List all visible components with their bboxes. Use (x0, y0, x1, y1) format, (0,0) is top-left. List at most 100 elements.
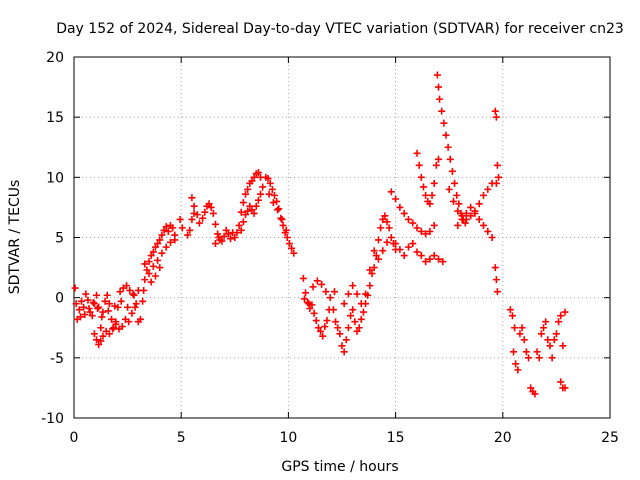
data-point (396, 246, 404, 254)
data-point (112, 320, 120, 328)
data-point (512, 360, 520, 368)
data-point (488, 234, 496, 241)
data-point (326, 294, 334, 302)
data-point (176, 215, 184, 223)
data-point (273, 197, 281, 205)
data-point (336, 330, 344, 338)
data-point (387, 234, 395, 241)
data-point (188, 215, 196, 223)
data-point (140, 286, 148, 294)
data-point (156, 236, 164, 244)
data-point (252, 202, 260, 210)
data-point (274, 206, 282, 214)
tick-labels: 0 5 10 15 20 25 -10 -5 0 5 10 15 20 (41, 50, 619, 446)
data-point (446, 155, 454, 163)
data-point (246, 202, 254, 210)
data-point (322, 288, 330, 296)
data-point (75, 306, 83, 314)
data-point (136, 315, 144, 323)
data-point (426, 255, 434, 263)
data-point (430, 252, 438, 260)
data-point (432, 161, 440, 169)
data-point (334, 324, 342, 332)
data-point (88, 312, 96, 320)
x-axis-label: GPS time / hours (281, 459, 398, 475)
data-point (436, 95, 444, 103)
data-point (239, 218, 247, 226)
data-point (492, 179, 500, 187)
data-point (188, 194, 196, 202)
data-point (400, 209, 408, 217)
data-point (89, 298, 97, 306)
data-point (451, 179, 459, 187)
data-point (147, 278, 155, 286)
data-point (164, 227, 172, 235)
data-point (461, 219, 469, 227)
data-point (154, 256, 162, 264)
data-point (511, 324, 519, 332)
data-point (433, 71, 441, 79)
data-point (125, 318, 133, 326)
data-point (312, 317, 320, 325)
data-point (518, 324, 526, 332)
data-point (209, 209, 217, 217)
data-point (215, 234, 223, 241)
chart-title: Day 152 of 2024, Sidereal Day-to-day VTE… (56, 21, 624, 37)
data-point (224, 230, 232, 238)
data-point (231, 234, 239, 241)
data-point (550, 336, 558, 344)
data-point (453, 191, 461, 199)
data-point (404, 215, 412, 223)
data-point (440, 119, 448, 127)
data-point (269, 199, 277, 207)
data-point (430, 179, 438, 187)
data-point (129, 290, 137, 298)
data-point (332, 318, 340, 326)
data-point (85, 304, 93, 312)
data-point (422, 191, 430, 199)
y-tick-label: 0 (55, 291, 64, 307)
data-point (430, 221, 438, 229)
data-point (318, 280, 326, 288)
data-point (495, 173, 503, 181)
data-point (151, 272, 159, 280)
data-point (355, 324, 363, 332)
data-point (434, 255, 442, 263)
data-point (404, 243, 412, 251)
data-point (239, 199, 247, 207)
data-point (254, 169, 262, 177)
data-point (214, 230, 222, 238)
x-tick-label: 10 (279, 430, 297, 446)
data-point (94, 304, 102, 312)
data-point (78, 297, 86, 305)
data-point (212, 240, 220, 248)
data-point (385, 224, 393, 232)
data-point (72, 300, 80, 308)
data-point (531, 390, 539, 398)
y-tick-label: 5 (55, 231, 64, 247)
data-point (400, 252, 408, 260)
data-point (454, 207, 462, 215)
data-point (207, 203, 215, 211)
data-point (455, 200, 463, 208)
data-point (317, 327, 325, 335)
data-point (533, 348, 541, 356)
data-point (527, 384, 535, 392)
data-point (132, 300, 140, 308)
data-point (149, 262, 157, 270)
data-point (149, 248, 157, 256)
data-point (277, 214, 285, 222)
data-point (537, 330, 545, 338)
data-point (93, 336, 101, 344)
data-point (235, 221, 243, 229)
data-point (454, 221, 462, 229)
data-point (141, 276, 149, 284)
data-point (117, 297, 125, 305)
data-point (147, 252, 155, 260)
data-point (233, 229, 241, 237)
data-point (299, 274, 307, 282)
data-point (290, 249, 298, 257)
data-point (351, 318, 359, 326)
data-point (158, 249, 166, 257)
